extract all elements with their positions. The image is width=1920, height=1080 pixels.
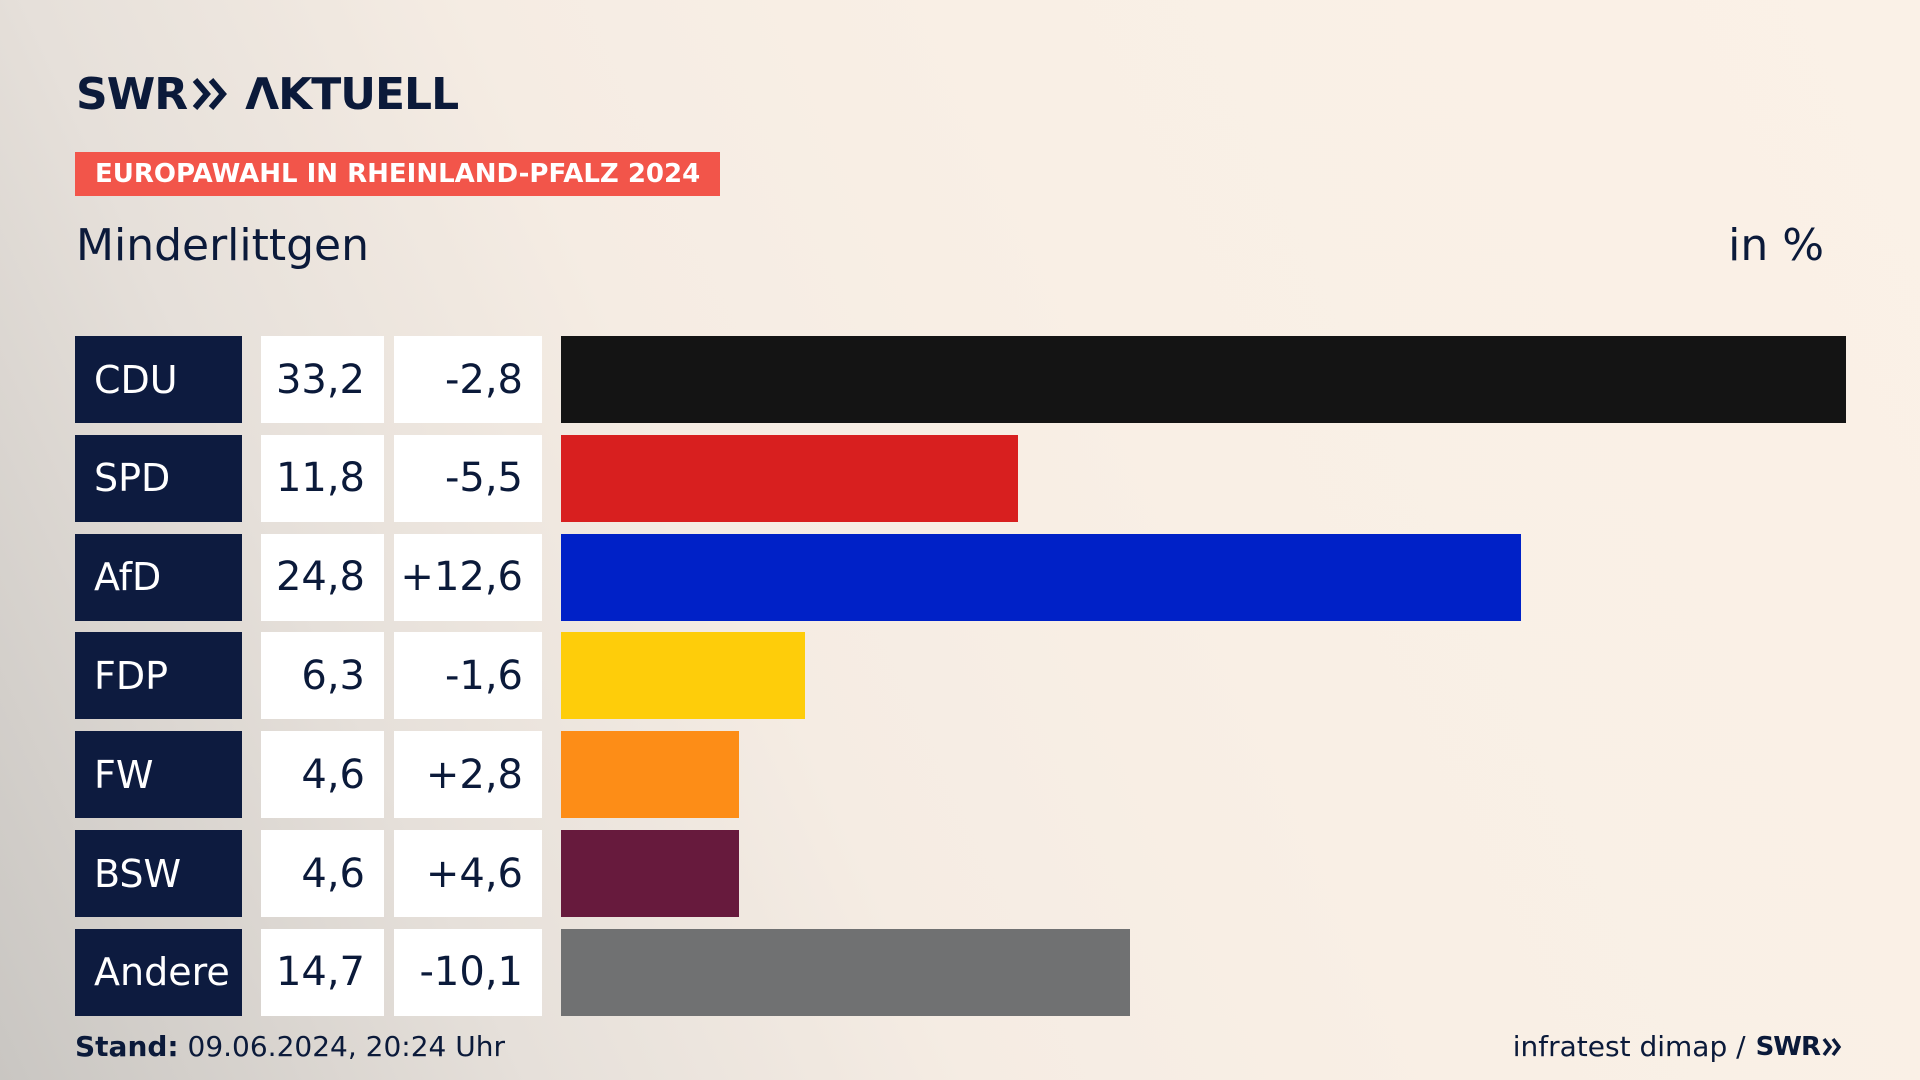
vote-change-label: +2,8 — [394, 731, 542, 819]
vote-change-label: -1,6 — [394, 632, 542, 720]
party-label: BSW — [75, 830, 242, 917]
double-chevron-icon — [192, 78, 228, 110]
bar-spd — [561, 434, 1018, 522]
vote-share-label: 6,3 — [261, 632, 384, 720]
vote-change-label: -10,1 — [394, 928, 542, 1016]
party-label: AfD — [75, 533, 242, 621]
vote-share-label: 4,6 — [261, 830, 384, 917]
swr-aktuell-logo: SWR ΛKTUELL — [76, 68, 459, 120]
vote-share-label: 33,2 — [261, 336, 384, 423]
vote-change-label: +12,6 — [394, 533, 542, 621]
bar-andere — [561, 928, 1130, 1016]
result-row-andere: Andere 14,7 -10,1 — [75, 928, 1846, 1016]
bar-afd — [561, 533, 1521, 621]
aktuell-logo-text: ΛKTUELL — [245, 68, 459, 120]
result-row-bsw: BSW 4,6 +4,6 — [75, 830, 1846, 917]
source-text: infratest dimap / — [1512, 1030, 1746, 1063]
party-label: FDP — [75, 632, 242, 720]
stand-label: Stand: — [75, 1030, 179, 1063]
stand-value: 09.06.2024, 20:24 Uhr — [178, 1030, 505, 1063]
swr-footer-logo: SWR — [1756, 1032, 1844, 1062]
result-row-fdp: FDP 6,3 -1,6 — [75, 632, 1846, 720]
vote-share-label: 24,8 — [261, 533, 384, 621]
vote-share-label: 14,7 — [261, 928, 384, 1016]
bar-fdp — [561, 632, 805, 720]
result-row-afd: AfD 24,8 +12,6 — [75, 533, 1846, 621]
party-label: CDU — [75, 336, 242, 423]
result-row-spd: SPD 11,8 -5,5 — [75, 434, 1846, 522]
bar-cdu — [561, 336, 1846, 423]
swr-logo-text: SWR — [76, 68, 188, 120]
timestamp: Stand: 09.06.2024, 20:24 Uhr — [75, 1030, 505, 1063]
election-tag: EUROPAWAHL IN RHEINLAND-PFALZ 2024 — [75, 152, 721, 196]
unit-label: in % — [1728, 220, 1824, 271]
party-label: FW — [75, 731, 242, 819]
vote-change-label: +4,6 — [394, 830, 542, 917]
vote-change-label: -5,5 — [394, 434, 542, 522]
double-chevron-icon — [1822, 1037, 1842, 1056]
party-label: SPD — [75, 434, 242, 522]
vote-share-label: 11,8 — [261, 434, 384, 522]
result-row-cdu: CDU 33,2 -2,8 — [75, 336, 1846, 423]
party-label: Andere — [75, 928, 242, 1016]
vote-change-label: -2,8 — [394, 336, 542, 423]
bar-bsw — [561, 830, 740, 917]
swr-footer-logo-text: SWR — [1755, 1031, 1821, 1062]
region-title: Minderlittgen — [76, 220, 370, 271]
source-credit: infratest dimap / SWR — [1513, 1030, 1844, 1063]
bar-fw — [561, 731, 740, 819]
result-row-fw: FW 4,6 +2,8 — [75, 731, 1846, 819]
vote-share-label: 4,6 — [261, 731, 384, 819]
